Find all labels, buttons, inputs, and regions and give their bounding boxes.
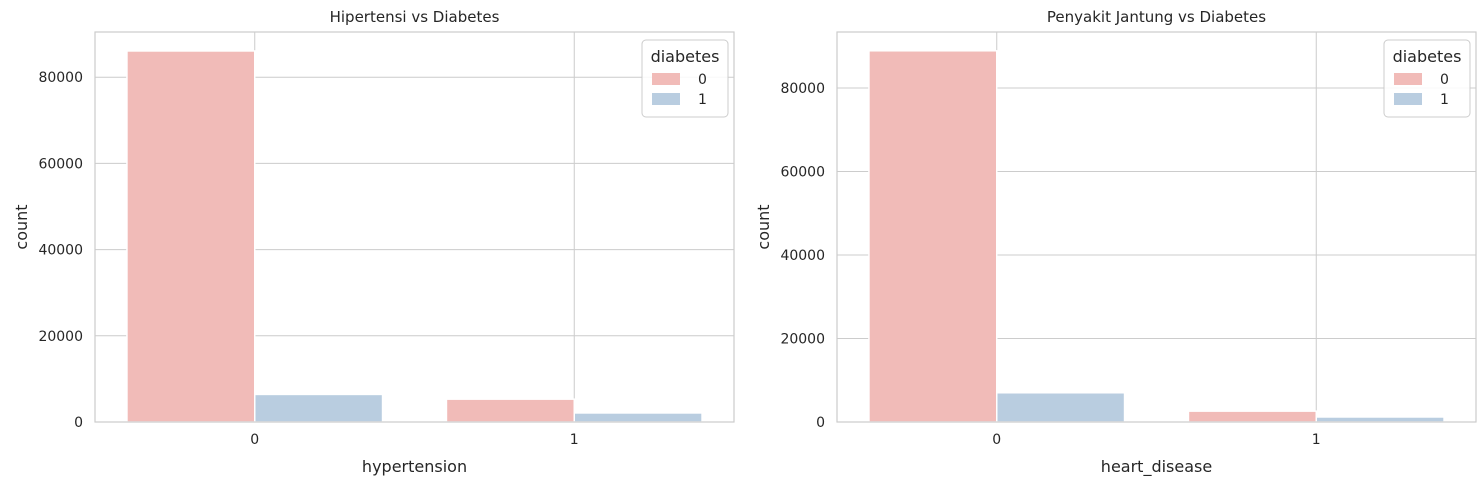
chart-penyakit-jantung: 0 20000 40000 60000 80000 0 1 Penyakit Jantung …: [754, 8, 1477, 477]
bar-diabetes-0-cat-0: [868, 50, 998, 423]
y-tick-label: 0: [74, 415, 83, 431]
legend-swatch: [1394, 73, 1422, 85]
bar-diabetes-1-cat-0: [254, 393, 384, 423]
y-axis-label: count: [754, 204, 773, 249]
legend-swatch: [652, 73, 680, 85]
legend: diabetes 0 1: [1383, 39, 1471, 118]
axes-frame: [836, 31, 1477, 423]
y-tick-label: 40000: [780, 248, 825, 264]
x-tick-label: 1: [1312, 432, 1321, 448]
y-axis-label: count: [12, 204, 31, 249]
chart-title: Penyakit Jantung vs Diabetes: [1047, 8, 1266, 26]
x-axis-label: heart_disease: [1101, 457, 1212, 477]
bar-diabetes-1-cat-0: [996, 392, 1126, 423]
legend-title: diabetes: [651, 47, 720, 66]
bar-diabetes-0-cat-0: [126, 50, 256, 423]
x-tick-label: 0: [992, 432, 1001, 448]
y-tick-label: 60000: [38, 156, 83, 172]
legend-swatch: [1394, 93, 1422, 105]
legend-entry-label: 1: [698, 92, 707, 108]
legend-entry-label: 0: [1440, 72, 1449, 88]
x-tick-label: 1: [570, 432, 579, 448]
y-tick-label: 40000: [38, 243, 83, 259]
bar-diabetes-1-cat-1: [1315, 416, 1445, 423]
bar-diabetes-0-cat-1: [1187, 410, 1317, 423]
x-tick-label: 0: [250, 432, 259, 448]
y-tick-label: 0: [816, 415, 825, 431]
legend: diabetes 0 1: [641, 39, 729, 118]
y-tick-label: 80000: [38, 70, 83, 86]
bar-diabetes-1-cat-1: [573, 412, 703, 423]
legend-swatch: [652, 93, 680, 105]
legend-title: diabetes: [1393, 47, 1462, 66]
y-tick-label: 80000: [780, 81, 825, 97]
chart-title: Hipertensi vs Diabetes: [330, 8, 500, 26]
chart-hipertensi: 0 20000 40000 60000 80000 0 1 Hipertensi vs Dia…: [12, 8, 735, 476]
bar-diabetes-0-cat-1: [445, 398, 576, 423]
x-axis-label: hypertension: [362, 457, 467, 476]
axes-frame: [94, 31, 735, 423]
y-tick-label: 20000: [780, 331, 825, 347]
legend-entry-label: 1: [1440, 92, 1449, 108]
y-tick-label: 20000: [38, 329, 83, 345]
y-tick-label: 60000: [780, 164, 825, 180]
legend-entry-label: 0: [698, 72, 707, 88]
